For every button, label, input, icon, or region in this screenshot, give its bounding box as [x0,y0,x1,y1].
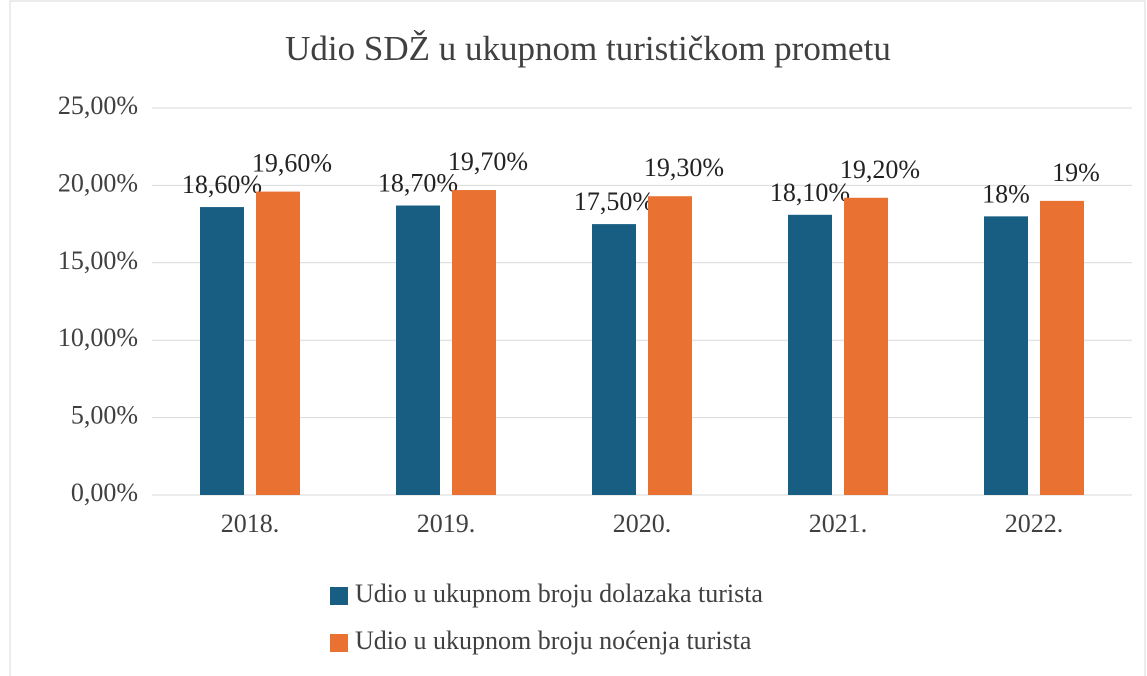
value-label: 19,60% [252,149,332,178]
value-label: 19,70% [448,147,528,176]
x-tick-label: 2022. [1005,509,1064,538]
value-label: 18,70% [378,168,458,197]
value-label: 19,30% [644,153,724,182]
bar [984,216,1028,496]
y-tick-label: 10,00% [58,323,138,352]
legend-swatch [330,587,348,605]
x-tick-label: 2019. [417,509,476,538]
bar [1040,200,1084,495]
x-tick-label: 2020. [613,509,672,538]
legend-swatch [330,634,348,652]
legend-label: Udio u ukupnom broju dolazaka turista [355,579,763,608]
value-label: 19,20% [840,155,920,184]
y-tick-label: 0,00% [71,478,138,507]
value-label: 18,60% [182,170,262,199]
bar [256,191,300,496]
value-label: 17,50% [574,187,654,216]
bar [648,196,692,495]
value-label: 18,10% [770,178,850,207]
legend-label: Udio u ukupnom broju noćenja turista [355,626,752,655]
y-tick-label: 25,00% [58,91,138,120]
y-tick-label: 15,00% [58,246,138,275]
value-label: 18% [982,179,1030,208]
x-tick-label: 2018. [221,509,280,538]
bar [452,190,496,495]
bar [396,205,440,496]
y-tick-label: 5,00% [71,401,138,430]
chart-border [9,0,1146,676]
chart-title: Udio SDŽ u ukupnom turističkom prometu [285,29,891,68]
bar [200,207,244,495]
bar [592,224,636,495]
x-tick-label: 2021. [809,509,868,538]
value-label: 19% [1052,158,1100,187]
bar [788,214,832,495]
y-tick-label: 20,00% [58,168,138,197]
bar [844,197,888,495]
